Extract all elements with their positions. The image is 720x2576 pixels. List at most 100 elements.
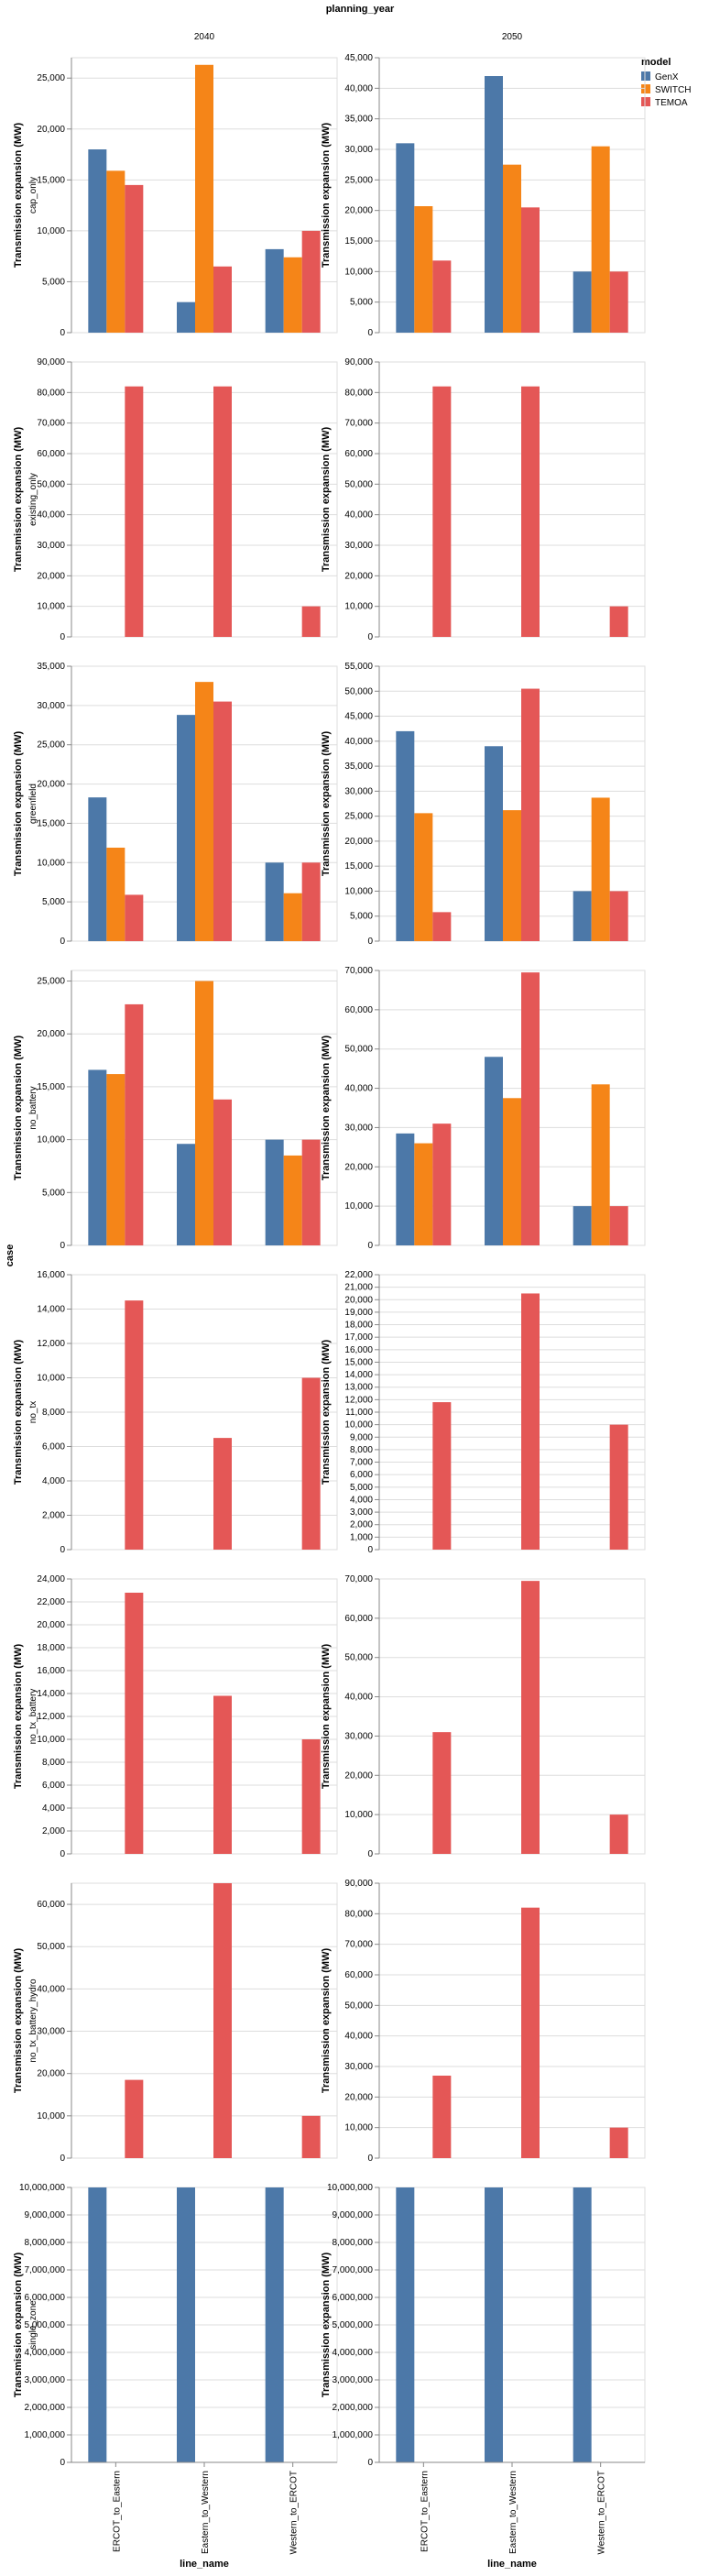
y-tick-label: 10,000 [344, 1810, 373, 1820]
y-tick-label: 15,000 [344, 236, 373, 247]
y-tick-label: 0 [60, 937, 65, 947]
x-tick-label-eastern_to_western: Eastern_to_Western [508, 2471, 518, 2554]
row-header-no_tx_battery: no_tx_battery [28, 1689, 38, 1745]
bar-temoa-eastern_to_western [521, 386, 540, 637]
bar-genx-western_to_ercot [265, 1139, 284, 1245]
bar-genx-western_to_ercot [573, 891, 592, 941]
y-tick-label: 20,000 [344, 206, 373, 216]
y-tick-label: 0 [367, 937, 373, 947]
y-tick-label: 5,000,000 [333, 2320, 374, 2330]
bar-temoa-western_to_ercot [609, 891, 628, 941]
y-tick-label: 25,000 [37, 740, 65, 751]
y-tick-label: 21,000 [344, 1283, 373, 1293]
y-tick-label: 0 [60, 328, 65, 338]
bar-switch-eastern_to_western [503, 164, 521, 333]
y-tick-label: 5,000,000 [25, 2320, 66, 2330]
bar-temoa-eastern_to_western [521, 1907, 540, 2158]
y-tick-label: 6,000,000 [333, 2293, 374, 2303]
y-tick-label: 80,000 [37, 388, 65, 398]
y-tick-label: 10,000 [37, 1735, 65, 1745]
bar-switch-western_to_ercot [283, 257, 302, 333]
y-tick-label: 60,000 [37, 449, 65, 459]
y-tick-label: 15,000 [344, 861, 373, 871]
x-tick-label-eastern_to_western: Eastern_to_Western [201, 2471, 211, 2554]
y-tick-label: 10,000 [37, 226, 65, 236]
y-tick-label: 60,000 [344, 1970, 373, 1980]
bar-temoa-western_to_ercot [609, 1424, 628, 1550]
bar-genx-western_to_ercot [265, 248, 284, 333]
y-tick-label: 5,000 [350, 298, 373, 308]
bar-switch-ercot_to_eastern [106, 170, 125, 333]
y-tick-label: 20,000 [37, 1620, 65, 1630]
y-tick-label: 4,000,000 [25, 2348, 66, 2358]
y-tick-label: 0 [60, 1545, 65, 1555]
y-tick-label: 30,000 [344, 1123, 373, 1133]
y-tick-label: 9,000 [350, 1432, 373, 1442]
y-tick-label: 12,000 [37, 1712, 65, 1722]
y-tick-label: 25,000 [344, 175, 373, 185]
bar-temoa-eastern_to_western [213, 701, 232, 941]
y-tick-label: 14,000 [37, 1689, 65, 1699]
y-tick-label: 4,000 [42, 1476, 65, 1486]
y-tick-label: 2,000 [350, 1520, 373, 1530]
y-tick-label: 24,000 [37, 1574, 65, 1584]
y-tick-label: 50,000 [344, 2001, 373, 2011]
bar-temoa-eastern_to_western [521, 1293, 540, 1550]
bar-temoa-ercot_to_eastern [125, 1300, 144, 1550]
y-tick-label: 15,000 [37, 818, 65, 828]
y-tick-label: 20,000 [37, 571, 65, 581]
y-tick-label: 10,000 [344, 602, 373, 612]
bar-temoa-western_to_ercot [301, 2115, 321, 2158]
bar-genx-eastern_to_western [485, 746, 503, 941]
y-tick-label: 25,000 [37, 977, 65, 987]
column-header-2040: 2040 [194, 32, 215, 42]
y-tick-label: 0 [367, 1545, 373, 1555]
y-axis-title: Transmission expansion (MW) [13, 2253, 24, 2398]
y-tick-label: 0 [367, 2458, 373, 2468]
bar-temoa-ercot_to_eastern [432, 1402, 452, 1550]
y-tick-label: 40,000 [344, 737, 373, 747]
bar-temoa-western_to_ercot [301, 606, 321, 637]
y-tick-label: 11,000 [345, 1408, 373, 1418]
y-tick-label: 90,000 [344, 1879, 373, 1889]
bar-genx-eastern_to_western [177, 715, 195, 941]
y-tick-label: 12,000 [344, 1395, 373, 1405]
y-tick-label: 4,000,000 [333, 2348, 374, 2358]
bar-switch-ercot_to_eastern [106, 1074, 125, 1245]
y-tick-label: 80,000 [344, 388, 373, 398]
bar-temoa-western_to_ercot [609, 2127, 628, 2158]
y-tick-label: 30,000 [344, 2062, 373, 2072]
facet-title: planning_year [326, 4, 395, 15]
bar-temoa-eastern_to_western [521, 207, 540, 333]
bar-switch-western_to_ercot [283, 1155, 302, 1245]
bar-temoa-eastern_to_western [521, 1581, 540, 1854]
row-header-no_tx_battery_hydro: no_tx_battery_hydro [28, 1979, 38, 2063]
y-tick-label: 3,000,000 [25, 2375, 66, 2385]
bar-switch-eastern_to_western [195, 981, 213, 1245]
row-header-existing_only: existing_only [28, 473, 38, 526]
bar-switch-western_to_ercot [283, 893, 302, 941]
x-tick-label-western_to_ercot: Western_to_ERCOT [289, 2471, 300, 2555]
bar-temoa-ercot_to_eastern [432, 2076, 452, 2158]
bar-temoa-western_to_ercot [609, 271, 628, 333]
bar-temoa-ercot_to_eastern [125, 1003, 144, 1245]
bar-temoa-western_to_ercot [301, 230, 321, 333]
bar-temoa-ercot_to_eastern [432, 1124, 452, 1245]
y-tick-label: 45,000 [344, 53, 373, 63]
y-tick-label: 0 [367, 2154, 373, 2164]
y-tick-label: 12,000 [37, 1339, 65, 1349]
bar-genx-ercot_to_eastern [396, 1133, 415, 1245]
y-tick-label: 5,000 [42, 1188, 65, 1198]
y-tick-label: 0 [367, 328, 373, 338]
y-tick-label: 20,000 [37, 2069, 65, 2079]
bar-temoa-western_to_ercot [301, 1377, 321, 1550]
y-tick-label: 7,000,000 [333, 2265, 374, 2275]
y-tick-label: 4,000 [350, 1495, 373, 1505]
row-header-no_tx: no_tx [28, 1401, 38, 1423]
y-tick-label: 20,000 [37, 780, 65, 790]
y-axis-title: Transmission expansion (MW) [321, 1340, 332, 1485]
y-tick-label: 9,000,000 [25, 2210, 66, 2220]
y-tick-label: 60,000 [344, 1614, 373, 1624]
bar-genx-ercot_to_eastern [88, 1069, 107, 1245]
y-tick-label: 8,000,000 [333, 2238, 374, 2248]
